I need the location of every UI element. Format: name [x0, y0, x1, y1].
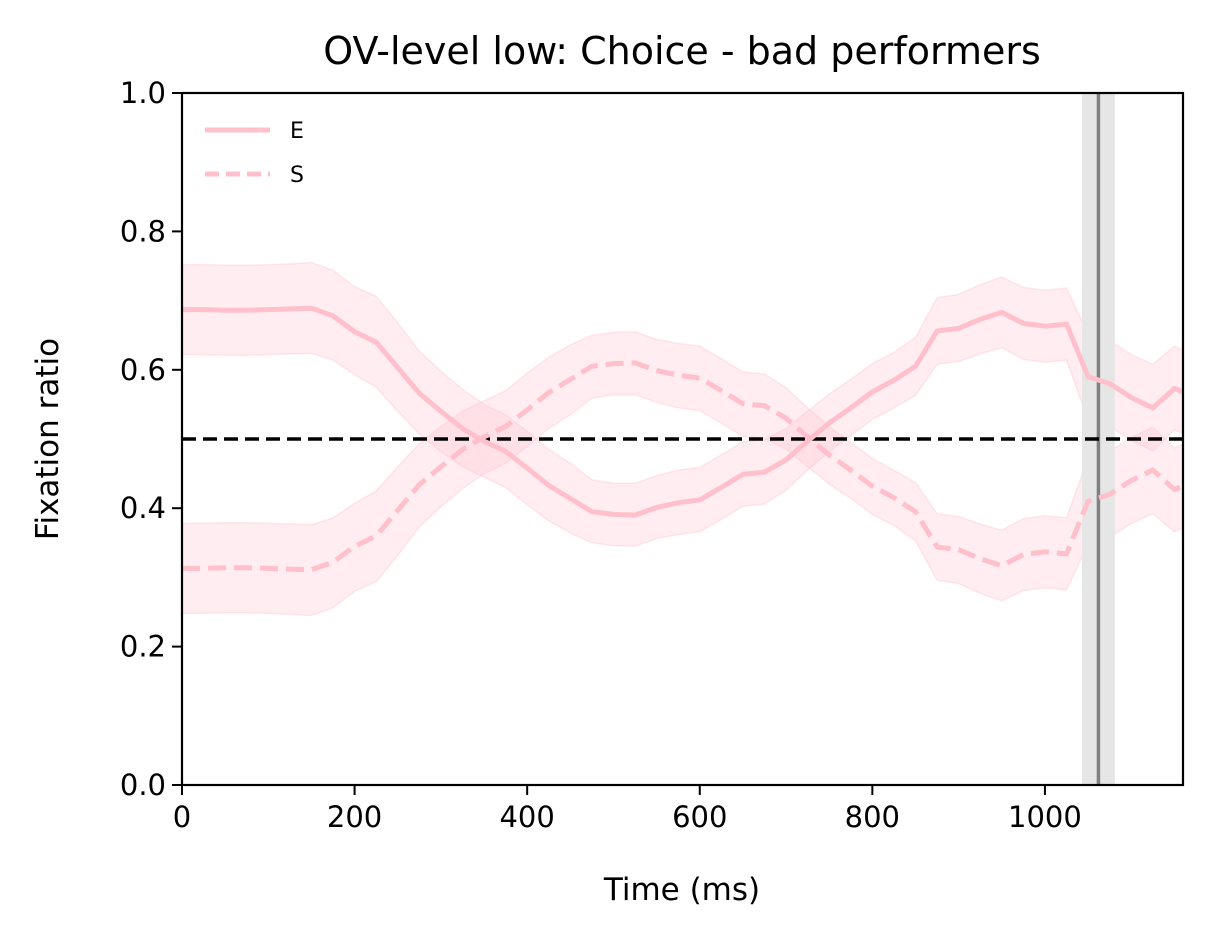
- y-tick-label: 0.0: [120, 768, 166, 802]
- y-axis-label: Fixation ratio: [30, 338, 66, 540]
- x-tick-label: 200: [327, 800, 382, 834]
- x-tick-label: 400: [499, 800, 554, 834]
- x-tick-label: 600: [672, 800, 727, 834]
- x-tick-label: 0: [173, 800, 191, 834]
- series-line-s: [182, 360, 1183, 573]
- y-tick-label: 1.0: [120, 76, 166, 110]
- x-tick-label: 1000: [1008, 800, 1082, 834]
- legend-label-s: S: [290, 163, 304, 188]
- chart-title: OV-level low: Choice - bad performers: [323, 29, 1041, 73]
- x-axis: 0 200 400 600 800 1000: [173, 785, 1082, 834]
- legend-label-e: E: [290, 119, 304, 144]
- y-tick-label: 0.4: [120, 491, 166, 525]
- plot-content: [182, 93, 1183, 785]
- y-tick-label: 0.8: [120, 214, 166, 248]
- series-line-e: [182, 305, 1183, 518]
- plot-area: [182, 93, 1183, 785]
- legend: ES: [205, 119, 304, 188]
- y-axis: 0.0 0.2 0.4 0.6 0.8 1.0: [120, 76, 182, 802]
- y-tick-label: 0.6: [120, 353, 166, 387]
- x-tick-label: 800: [845, 800, 900, 834]
- plot-frame: [180, 91, 1185, 787]
- y-tick-label: 0.2: [120, 630, 166, 664]
- x-axis-label: Time (ms): [603, 872, 760, 908]
